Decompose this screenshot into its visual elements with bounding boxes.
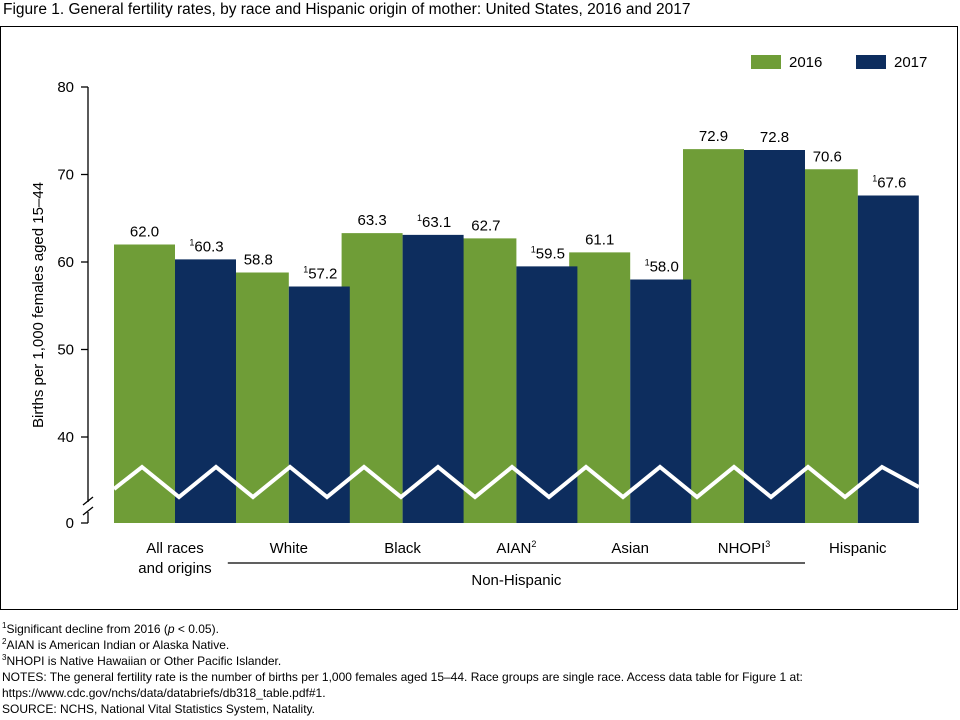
y-tick-label-60: 60 <box>57 254 74 271</box>
footnotes: 1Significant decline from 2016 (p < 0.05… <box>2 621 952 717</box>
bar-2016-4 <box>569 252 631 523</box>
data-label-2017-5: 72.8 <box>760 129 789 146</box>
bar-2017-2 <box>402 234 464 523</box>
bar-2016-3 <box>455 238 517 523</box>
footnote-significance: 1Significant decline from 2016 (p < 0.05… <box>2 621 219 637</box>
legend-swatch-2017 <box>856 55 886 69</box>
y-tick-label-40: 40 <box>57 429 74 446</box>
x-tick-label-5: NHOPI3 <box>718 539 771 557</box>
bar-2017-0 <box>175 259 236 523</box>
data-label-2017-6: 167.6 <box>872 174 906 192</box>
y-axis-break-mark-lower <box>82 506 94 516</box>
group-label: Non-Hispanic <box>471 572 562 589</box>
bar-chart: 62.0 58.8 63.3 62.7 61.1 72.9 70.6 160.3 157.2 16… <box>30 54 927 589</box>
footnote-aian: 2AIAN is American Indian or Alaska Nativ… <box>2 637 230 653</box>
x-tick-label-3: AIAN2 <box>496 539 536 557</box>
footnote-nhopi: 3NHOPI is Native Hawaiian or Other Pacif… <box>2 653 282 669</box>
y-tick-label-50: 50 <box>57 342 74 359</box>
x-tick-label-1: White <box>270 540 308 557</box>
legend-label-2016: 2016 <box>789 54 822 71</box>
bar-2017-3 <box>516 266 578 523</box>
figure-title: Figure 1. General fertility rates, by ra… <box>3 1 691 18</box>
data-label-2016-4: 61.1 <box>585 231 614 248</box>
data-label-2016-5: 72.9 <box>699 128 728 145</box>
x-tick-label-0: All races <box>146 540 204 557</box>
bar-2016-6 <box>796 169 858 523</box>
chart-frame: 62.0 58.8 63.3 62.7 61.1 72.9 70.6 160.3 157.2 16… <box>0 26 958 610</box>
y-axis-title: Births per 1,000 females aged 15–44 <box>30 182 47 428</box>
legend-swatch-2016 <box>751 55 781 69</box>
x-tick-label-6: Hispanic <box>829 540 887 557</box>
data-table-link[interactable]: https://www.cdc.gov/nchs/data/databriefs… <box>2 686 326 700</box>
bar-2017-1 <box>288 286 350 523</box>
x-tick-label-4: Asian <box>611 540 649 557</box>
bar-2017-6 <box>857 195 919 523</box>
data-label-2016-6: 70.6 <box>813 148 842 165</box>
axis-break-line <box>112 464 920 500</box>
bar-2016-0 <box>114 244 175 523</box>
y-tick-label-0: 0 <box>66 515 74 532</box>
source-line: SOURCE: NCHS, National Vital Statistics … <box>2 702 315 716</box>
bar-2017-5 <box>744 150 805 523</box>
data-label-2017-3: 159.5 <box>531 244 565 262</box>
data-label-2017-0: 160.3 <box>189 237 223 255</box>
data-label-2016-3: 62.7 <box>471 217 500 234</box>
data-label-2016-1: 58.8 <box>244 252 273 269</box>
notes-line: NOTES: The general fertility rate is the… <box>2 670 803 684</box>
x-tick-label-2: Black <box>384 540 421 557</box>
bar-2016-1 <box>227 272 289 523</box>
data-label-2017-1: 157.2 <box>303 265 337 283</box>
data-label-2016-2: 63.3 <box>357 212 386 229</box>
data-label-2016-0: 62.0 <box>130 224 159 241</box>
legend-label-2017: 2017 <box>894 54 927 71</box>
y-tick-label-70: 70 <box>57 167 74 184</box>
bar-2016-5 <box>683 149 744 523</box>
y-tick-label-80: 80 <box>57 79 74 96</box>
x-tick-label-0-line1: and origins <box>138 560 211 577</box>
y-axis-break-mark-upper <box>82 496 94 506</box>
data-label-2017-4: 158.0 <box>645 258 679 276</box>
data-label-2017-2: 163.1 <box>417 213 451 231</box>
